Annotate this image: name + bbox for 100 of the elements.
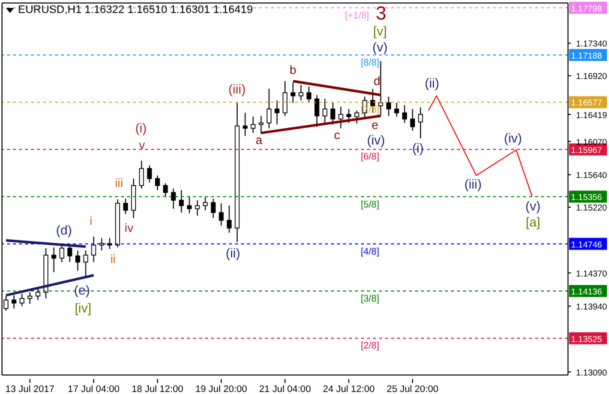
candlestick: [266, 88, 272, 129]
candlestick: [338, 106, 344, 129]
annotation: iv: [124, 221, 134, 235]
candlestick: [178, 190, 184, 214]
annotation: i: [90, 214, 92, 228]
candlestick: [139, 160, 144, 190]
ref-line-label: 1.17798: [571, 3, 602, 14]
y-tick-label: 1.14370: [576, 268, 608, 278]
annotation: b: [290, 63, 297, 77]
candlestick: [290, 82, 296, 104]
candlestick: [210, 198, 216, 218]
y-tick-label: 1.13940: [576, 302, 608, 312]
x-tick-label: 24 Jul 12:00: [322, 384, 375, 394]
ref-line-label: 1.13525: [571, 334, 602, 344]
y-tick-label: 1.16920: [576, 71, 608, 82]
candlestick: [258, 115, 264, 134]
candlestick: [123, 198, 128, 215]
x-tick-label: 21 Jul 04:00: [259, 384, 311, 394]
candlestick: [242, 112, 248, 137]
ref-line-label: 1.15356: [571, 192, 602, 202]
annotation: c: [334, 128, 340, 142]
annotation: (v): [372, 40, 388, 54]
x-tick-label: 18 Jul 12:00: [132, 384, 184, 394]
annotation: e: [372, 118, 379, 132]
ref-line-label: 1.16577: [571, 98, 602, 108]
candlestick: [386, 96, 392, 116]
annotation: (v): [525, 198, 541, 214]
annotation: (ii): [424, 76, 440, 90]
ref-line-label: 1.15967: [571, 144, 602, 155]
candlestick: [12, 294, 16, 309]
annotation: iii: [115, 176, 123, 190]
candlestick: [402, 104, 407, 124]
line-series: [428, 95, 533, 197]
candlestick: [186, 196, 192, 214]
annotation: [4/8]: [360, 246, 380, 258]
candlestick: [282, 80, 288, 116]
candlestick: [306, 86, 312, 104]
candlestick: [163, 182, 168, 198]
x-tick-label: 19 Jul 20:00: [195, 384, 248, 394]
candlestick: [226, 205, 232, 234]
chart-title: EURUSD,H1 1.16322 1.16510 1.16301 1.16419: [18, 4, 253, 16]
annotation: (i): [135, 120, 147, 136]
annotation: a: [256, 133, 263, 147]
annotation: [6/8]: [360, 152, 380, 162]
y-tick-label: 1.15220: [576, 202, 608, 213]
candlestick: [20, 293, 24, 307]
candlestick: [35, 288, 40, 300]
annotation: (e): [74, 282, 90, 298]
candlestick: [354, 110, 360, 124]
candlestick: [250, 116, 256, 134]
annotation: v: [139, 138, 145, 152]
annotation: (iii): [464, 176, 482, 192]
candlestick: [155, 174, 160, 191]
annotation: (iv): [504, 130, 522, 146]
x-tick-label: 17 Jul 04:00: [68, 384, 120, 394]
x-tick-label: 13 Jul 2017: [5, 384, 54, 394]
annotation: d: [374, 74, 380, 88]
annotation: [iv]: [74, 300, 92, 316]
candlestick: [218, 202, 224, 226]
candlestick: [346, 108, 352, 124]
y-tick-label: 1.16419: [576, 110, 608, 120]
candlestick: [322, 98, 328, 124]
candlestick: [418, 106, 423, 139]
candlestick: [171, 188, 176, 210]
ref-line-label: 1.14136: [571, 286, 602, 297]
annotation: (ii): [226, 246, 240, 260]
annotation: (d): [56, 222, 72, 238]
annotation: (iv): [366, 132, 386, 148]
candlestick: [67, 246, 72, 263]
annotation: [3/8]: [360, 294, 380, 304]
annotation: ii: [110, 252, 116, 266]
annotation: 3: [376, 4, 386, 24]
candlestick: [202, 196, 208, 211]
candlestick: [194, 200, 200, 216]
annotation: [2/8]: [360, 340, 380, 352]
ref-line-label: 1.14746: [571, 239, 602, 250]
annotation: [+1/8]: [344, 10, 370, 22]
candlestick: [59, 244, 64, 263]
annotation: (i): [412, 140, 424, 156]
candlestick: [75, 250, 80, 272]
annotation: (iii): [228, 82, 246, 96]
candlestick: [99, 238, 104, 251]
candlestick: [394, 102, 400, 118]
annotation: [v]: [373, 24, 387, 38]
candlestick: [330, 102, 336, 125]
annotation: [a]: [526, 214, 540, 230]
x-tick-label: 25 Jul 20:00: [386, 384, 438, 394]
annotation: [5/8]: [360, 200, 380, 210]
candlestick: [274, 100, 280, 125]
candlestick: [147, 164, 152, 183]
candlestick: [410, 108, 415, 132]
ref-line-label: 1.17188: [571, 50, 602, 60]
y-tick-label: 1.15640: [576, 170, 608, 180]
annotation: [8/8]: [360, 58, 380, 68]
candlestick: [28, 292, 32, 304]
y-tick-label: 1.13090: [576, 367, 608, 378]
candlestick: [51, 246, 56, 273]
candlestick: [91, 236, 96, 263]
candlestick: [83, 250, 88, 279]
candlestick: [378, 60, 384, 116]
